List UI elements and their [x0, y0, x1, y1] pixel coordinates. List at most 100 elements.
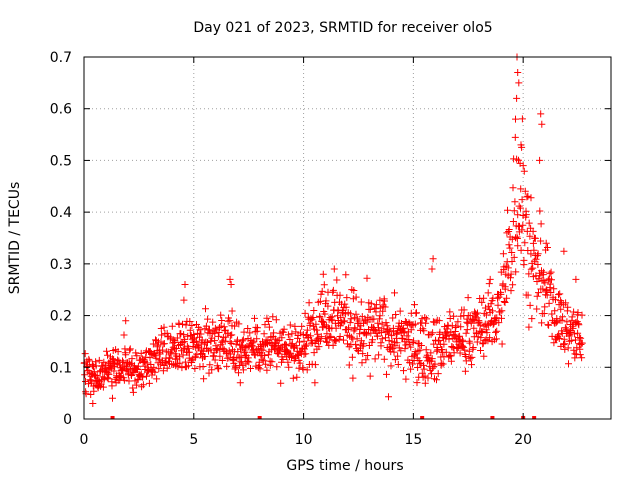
data-point [312, 320, 320, 328]
data-point [347, 315, 355, 323]
data-point [427, 349, 435, 357]
data-point [540, 277, 548, 285]
data-point [188, 359, 196, 366]
data-point [218, 317, 226, 324]
peak-point [537, 110, 545, 118]
data-point [564, 303, 572, 311]
data-point [554, 331, 562, 339]
data-point [406, 359, 414, 367]
data-point [398, 320, 405, 327]
data-point [397, 347, 405, 355]
data-point [529, 264, 537, 272]
data-point [453, 345, 461, 352]
data-point [433, 376, 440, 384]
data-point [574, 309, 582, 317]
data-point [358, 359, 366, 367]
data-point [507, 270, 515, 278]
data-point [407, 343, 415, 351]
data-point [251, 314, 258, 322]
peak-point [514, 69, 522, 76]
axis-ticks: 0 5 10 15 20 0 0.1 0.2 0.3 0.4 0.5 0.6 0.7 [50, 50, 611, 448]
data-point [466, 354, 474, 362]
data-point [126, 345, 134, 353]
data-point [247, 365, 254, 372]
data-point [87, 391, 95, 398]
data-point [81, 350, 89, 358]
data-point [332, 324, 340, 332]
data-point [133, 381, 141, 389]
data-point [269, 313, 277, 321]
data-point [527, 250, 535, 258]
data-point [410, 337, 418, 345]
data-point [512, 268, 520, 276]
data-point [537, 237, 545, 245]
data-point [565, 360, 572, 368]
data-point [452, 322, 460, 330]
data-point [518, 196, 526, 204]
data-point [405, 336, 413, 343]
data-point [423, 315, 431, 323]
data-point [517, 246, 525, 254]
data-point [548, 310, 556, 318]
data-point [363, 330, 370, 338]
data-point [305, 299, 313, 307]
data-point [352, 293, 360, 301]
data-point [378, 320, 386, 328]
data-point [341, 300, 349, 308]
data-point [529, 239, 537, 247]
data-point [216, 352, 224, 360]
x-tick-label: 15 [404, 432, 422, 448]
data-point [370, 326, 378, 333]
data-point [214, 332, 222, 340]
data-point [454, 318, 462, 326]
data-point [572, 336, 579, 344]
data-point [521, 187, 529, 195]
data-point [480, 294, 488, 302]
data-point [428, 370, 435, 378]
data-point [211, 337, 219, 345]
data-point [122, 351, 130, 359]
data-point [578, 354, 586, 362]
peak-point [513, 94, 521, 102]
data-point [534, 261, 542, 268]
data-point [534, 250, 542, 258]
data-point [119, 367, 127, 374]
data-point [578, 339, 586, 347]
data-point [139, 373, 147, 381]
data-point [552, 296, 559, 304]
data-point [376, 296, 384, 304]
data-point [345, 324, 353, 332]
data-point [489, 320, 497, 328]
data-point [400, 367, 407, 375]
data-point [298, 322, 306, 330]
data-point [517, 204, 524, 212]
data-point [181, 335, 189, 343]
data-point [459, 336, 466, 344]
data-point [517, 185, 525, 193]
data-point [110, 367, 118, 375]
y-tick-label: 0.7 [50, 50, 72, 66]
data-point [286, 336, 294, 343]
data-point [450, 312, 458, 320]
data-point [416, 346, 424, 354]
data-point [254, 324, 261, 332]
data-point [514, 211, 522, 219]
x-tick-label: 0 [80, 432, 89, 448]
data-point [393, 339, 401, 347]
data-point [236, 379, 244, 387]
data-point [520, 261, 528, 269]
data-point [462, 329, 470, 337]
data-point [126, 346, 134, 354]
data-point [231, 322, 239, 330]
data-point [352, 310, 360, 318]
data-point [376, 312, 384, 320]
data-point [360, 340, 368, 348]
data-point [375, 315, 383, 323]
data-point [176, 353, 183, 361]
data-point [108, 382, 116, 390]
data-point [323, 338, 331, 346]
y-tick-label: 0.2 [50, 309, 72, 325]
data-point [402, 375, 410, 383]
data-point [445, 331, 453, 339]
data-point [166, 354, 174, 362]
